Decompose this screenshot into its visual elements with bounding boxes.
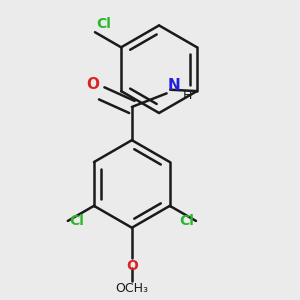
Text: OCH₃: OCH₃ (116, 282, 148, 295)
Text: N: N (167, 78, 180, 93)
Text: O: O (86, 77, 99, 92)
Text: O: O (126, 260, 138, 273)
Text: H: H (183, 89, 193, 102)
Text: Cl: Cl (69, 214, 84, 228)
Text: Cl: Cl (180, 214, 194, 228)
Text: Cl: Cl (97, 17, 111, 31)
